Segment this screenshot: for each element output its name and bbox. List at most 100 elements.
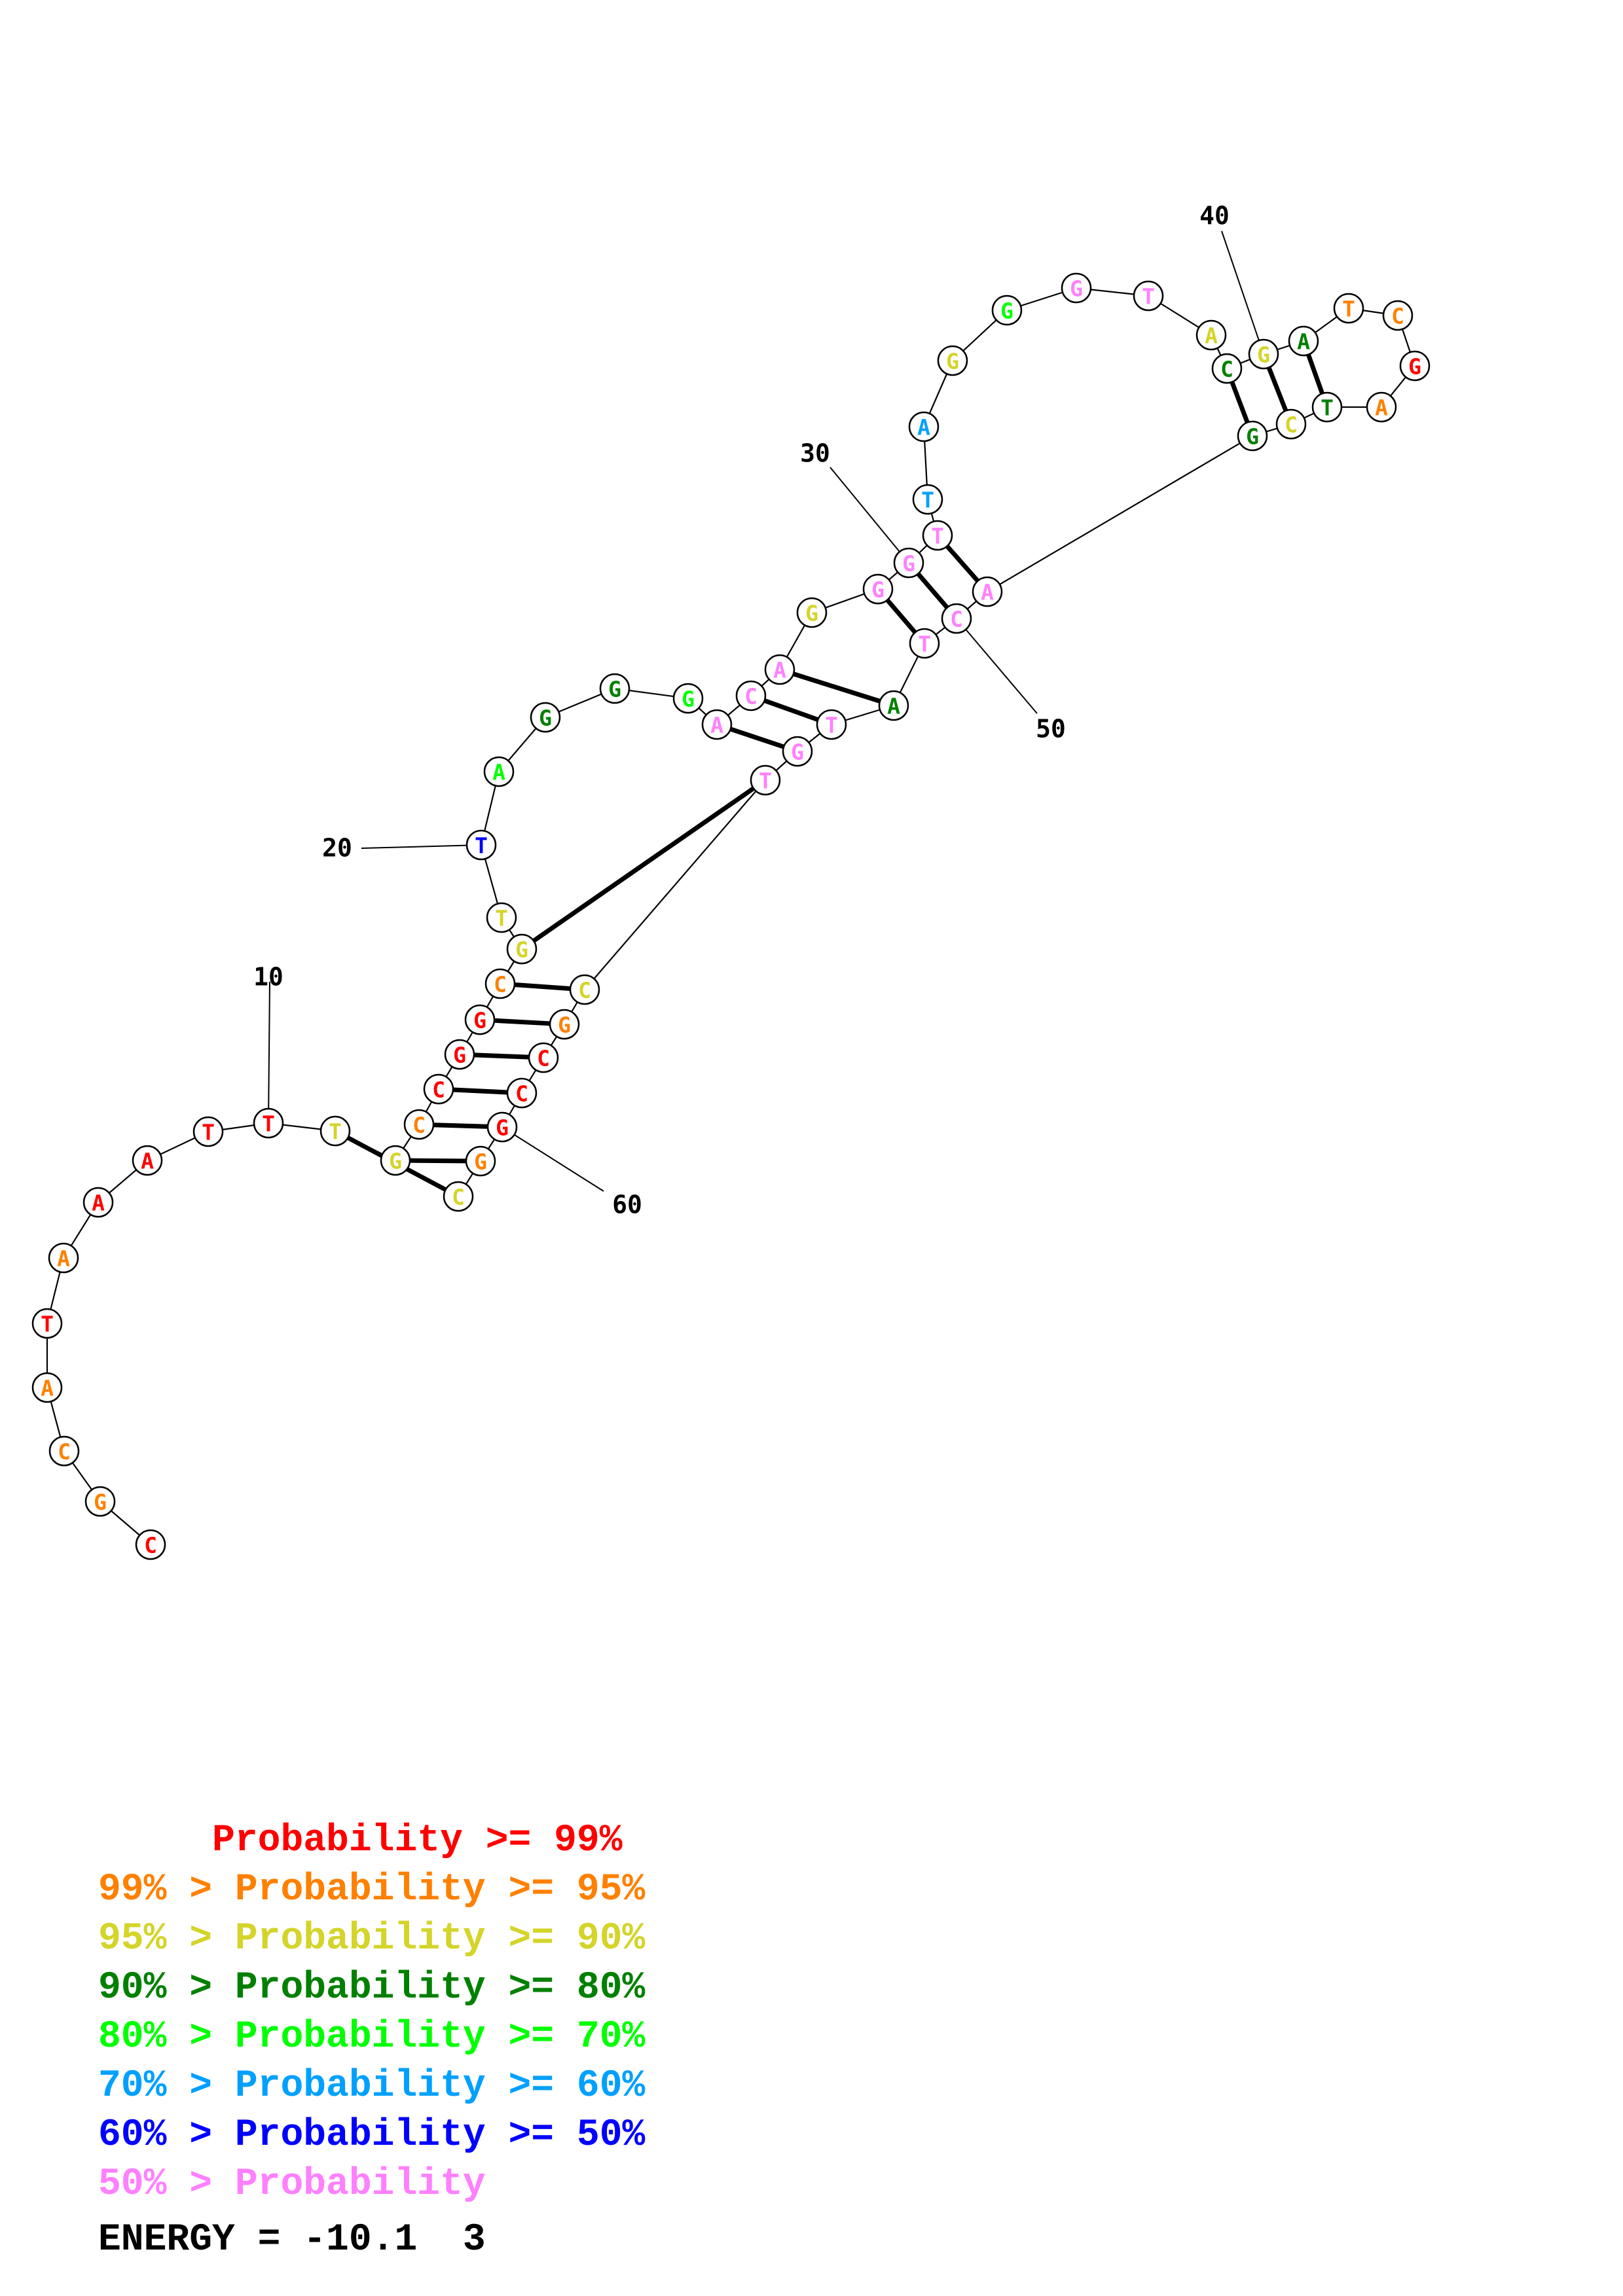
nucleotide-circle [764, 654, 795, 685]
nucleotide: G [465, 1145, 496, 1177]
nucleotide-circle [486, 902, 517, 933]
nucleotide: G [506, 933, 538, 965]
nucleotide-circle [912, 484, 943, 515]
nucleotide-circle [893, 547, 924, 579]
nucleotide: C [403, 1109, 435, 1140]
nucleotide-letter: A [1297, 329, 1310, 355]
nucleotide-circle [192, 1116, 224, 1147]
nucleotide: G [1237, 420, 1268, 452]
nucleotide-circle [48, 1435, 80, 1467]
backbone-link [987, 435, 1253, 592]
nucleotide-circle [816, 709, 847, 740]
nucleotide-letter: T [475, 833, 488, 859]
nucleotide-letter: T [329, 1119, 342, 1145]
nucleotide-circle [132, 1145, 163, 1176]
nucleotide-circle [1237, 420, 1268, 452]
nucleotide-circle [84, 1486, 116, 1517]
nucleotide-letter: G [515, 937, 528, 963]
nucleotide-letter: G [1408, 354, 1421, 380]
nucleotide-circle [444, 1039, 475, 1070]
nucleotide: T [912, 484, 943, 515]
nucleotide-circle [403, 1109, 435, 1140]
nucleotide-circle [465, 1145, 496, 1177]
nucleotide: C [48, 1435, 80, 1467]
nucleotide-letter: G [1257, 342, 1270, 368]
nucleotide-letter: C [537, 1046, 550, 1071]
nucleotide-letter: G [805, 601, 818, 626]
position-tick-line [1221, 230, 1264, 355]
nucleotide-circle [443, 1181, 474, 1212]
nucleotide-letter: T [495, 906, 508, 931]
nucleotide-circle [1333, 293, 1364, 324]
nucleotide-circle [528, 1042, 559, 1073]
nucleotide-circle [253, 1107, 284, 1139]
legend-row-4: 90% > Probability >= 80% [98, 1967, 646, 2009]
nucleotide-letter: G [946, 349, 959, 374]
position-tick-line [956, 618, 1038, 714]
nucleotide-letter: T [1342, 296, 1355, 322]
nucleotide: G [1399, 350, 1431, 382]
nucleotide: T [486, 902, 517, 933]
nucleotide: A [908, 411, 939, 442]
nucleotide: T [750, 764, 781, 796]
base-pair-bond [532, 786, 755, 943]
nucleotide: A [48, 1242, 79, 1274]
nucleotide-letter: C [1285, 412, 1298, 438]
nucleotide-circle [1311, 391, 1343, 423]
nucleotide: C [1382, 300, 1413, 331]
nucleotide-letter: T [1321, 395, 1334, 421]
nucleotide: T [909, 628, 940, 659]
base-pair-bond [494, 1018, 551, 1026]
position-label: 60 [612, 1191, 642, 1219]
nucleotide: G [672, 683, 704, 714]
legend-row-8: 50% > Probability [98, 2163, 486, 2206]
nucleotide: A [82, 1187, 114, 1218]
nucleotide-letter: G [1246, 424, 1259, 450]
nucleotide-circle [922, 520, 953, 551]
legend-row-2: 99% > Probability >= 95% [98, 1869, 646, 1911]
nucleotide-circle [484, 968, 516, 999]
nucleotide: G [862, 573, 894, 605]
nucleotide-letter: C [1391, 304, 1404, 329]
nucleotide-circle [991, 295, 1023, 326]
nucleotide-circle [31, 1308, 63, 1339]
nucleotide: C [735, 680, 767, 711]
nucleotide-letter: A [492, 760, 505, 785]
nucleotide-letter: A [141, 1149, 154, 1174]
nucleotide-letter: G [1070, 276, 1083, 302]
nucleotide-letter: G [902, 551, 915, 577]
nucleotide-circle [908, 411, 939, 442]
legend-row-1: Probability >= 99% [98, 1820, 623, 1862]
nucleotide-letter: C [1220, 357, 1233, 382]
nucleotide: G [893, 547, 924, 579]
nucleotide: T [465, 829, 497, 861]
nucleotide-circle [506, 1077, 538, 1109]
nucleotide-circle [380, 1145, 411, 1176]
base-pair-bond [916, 572, 949, 609]
nucleotide-circle [878, 690, 909, 721]
nucleotide-letter: A [710, 713, 723, 738]
nucleotide-letter: A [887, 694, 900, 719]
nucleotide: C [1211, 353, 1243, 384]
legend-row-7: 60% > Probability >= 50% [98, 2114, 646, 2157]
nucleotide-circle [82, 1187, 114, 1218]
nucleotide: C [506, 1077, 538, 1109]
nucleotide-letter: T [202, 1120, 215, 1145]
nucleotide-letter: A [773, 658, 786, 683]
nucleotide-circle [909, 628, 940, 659]
nucleotide-letter: C [494, 972, 507, 997]
nucleotide: T [1311, 391, 1343, 423]
nucleotide: C [423, 1073, 454, 1105]
nucleotide-letter: T [41, 1312, 54, 1337]
nucleotide-letter: A [917, 415, 930, 440]
nucleotide-letter: T [921, 488, 934, 513]
nucleotide-circle [569, 974, 600, 1005]
nucleotide: G [1248, 338, 1279, 370]
position-label: 20 [322, 834, 352, 863]
nucleotide: A [483, 756, 515, 787]
nucleotide-circle [135, 1529, 166, 1560]
nucleotide-circle [319, 1115, 351, 1147]
nucleotide-letter: G [791, 740, 804, 765]
nucleotide-letter: G [608, 677, 621, 702]
